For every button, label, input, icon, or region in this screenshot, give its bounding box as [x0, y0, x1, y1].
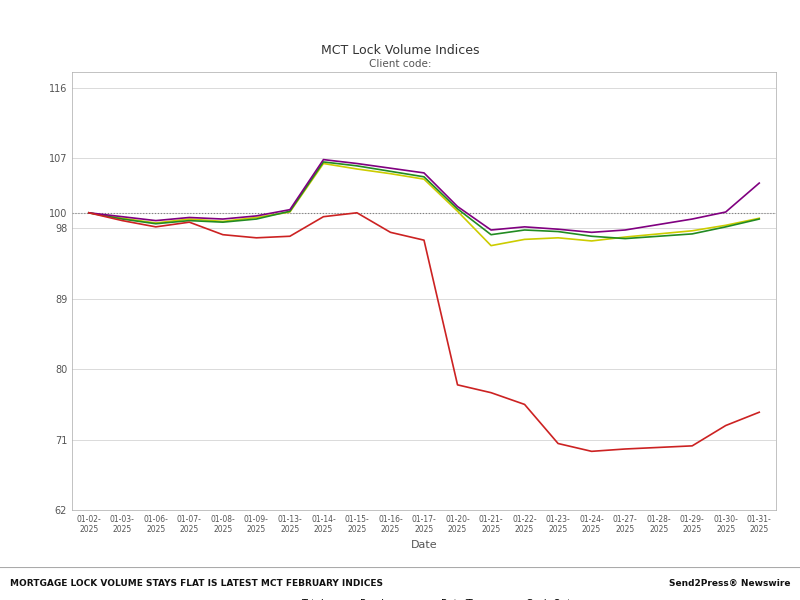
Legend: Total, Purchase, Rate/Term, Cash Out: Total, Purchase, Rate/Term, Cash Out	[273, 595, 575, 600]
Text: MCT Lock Volume Indices: MCT Lock Volume Indices	[321, 44, 479, 57]
Text: MORTGAGE LOCK VOLUME STAYS FLAT IS LATEST MCT FEBRUARY INDICES: MORTGAGE LOCK VOLUME STAYS FLAT IS LATES…	[10, 579, 382, 588]
Text: Send2Press® Newswire: Send2Press® Newswire	[669, 579, 790, 588]
Text: Client code:: Client code:	[369, 59, 431, 69]
X-axis label: Date: Date	[410, 540, 438, 550]
